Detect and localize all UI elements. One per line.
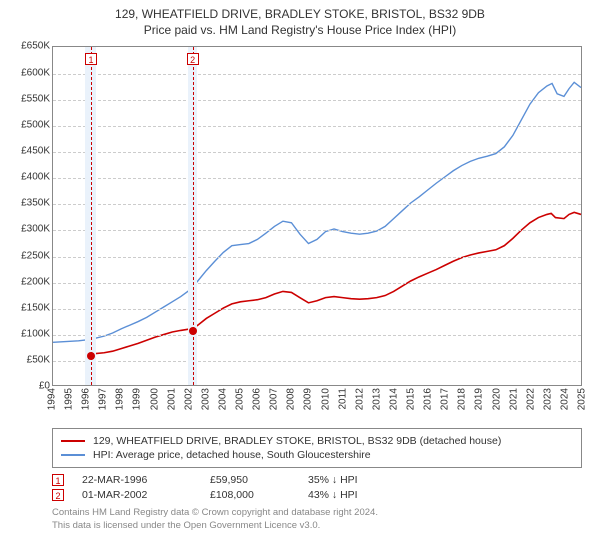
- x-tick-label: 2016: [423, 388, 434, 410]
- x-tick-label: 2020: [491, 388, 502, 410]
- sales-row-date: 22-MAR-1996: [82, 474, 192, 486]
- y-tick-label: £300K: [10, 224, 50, 235]
- title-block: 129, WHEATFIELD DRIVE, BRADLEY STOKE, BR…: [10, 6, 590, 38]
- x-tick-label: 2024: [559, 388, 570, 410]
- legend: 129, WHEATFIELD DRIVE, BRADLEY STOKE, BR…: [52, 428, 582, 468]
- x-tick-label: 2013: [371, 388, 382, 410]
- x-tick-label: 2001: [166, 388, 177, 410]
- x-tick-label: 2017: [440, 388, 451, 410]
- x-tick-label: 1994: [47, 388, 58, 410]
- y-tick-label: £400K: [10, 172, 50, 183]
- x-tick-label: 2022: [525, 388, 536, 410]
- y-tick-label: £450K: [10, 145, 50, 156]
- y-gridline: [53, 257, 581, 258]
- x-tick-label: 1996: [81, 388, 92, 410]
- series-hpi: [53, 83, 581, 343]
- y-gridline: [53, 126, 581, 127]
- x-tick-label: 2011: [337, 388, 348, 410]
- y-gridline: [53, 230, 581, 231]
- x-tick-label: 2021: [508, 388, 519, 410]
- y-gridline: [53, 152, 581, 153]
- footer-line1: Contains HM Land Registry data © Crown c…: [52, 507, 582, 519]
- y-gridline: [53, 178, 581, 179]
- x-tick-label: 2005: [235, 388, 246, 410]
- sales-row-price: £59,950: [210, 474, 290, 486]
- x-tick-label: 2012: [354, 388, 365, 410]
- sales-row: 2 01-MAR-2002 £108,000 43% ↓ HPI: [52, 489, 582, 501]
- legend-swatch: [61, 454, 85, 456]
- sale-dot: [189, 327, 197, 335]
- legend-row: HPI: Average price, detached house, Sout…: [61, 449, 573, 461]
- x-tick-label: 2003: [200, 388, 211, 410]
- chart-area: 12 £0£50K£100K£150K£200K£250K£300K£350K£…: [10, 42, 590, 422]
- sales-table: 1 22-MAR-1996 £59,950 35% ↓ HPI 2 01-MAR-2002…: [52, 474, 582, 501]
- y-gridline: [53, 361, 581, 362]
- legend-row: 129, WHEATFIELD DRIVE, BRADLEY STOKE, BR…: [61, 435, 573, 447]
- title-line2: Price paid vs. HM Land Registry's House …: [10, 22, 590, 38]
- y-tick-label: £550K: [10, 93, 50, 104]
- y-gridline: [53, 100, 581, 101]
- y-gridline: [53, 309, 581, 310]
- y-tick-label: £250K: [10, 250, 50, 261]
- x-tick-label: 2019: [474, 388, 485, 410]
- figure-root: 129, WHEATFIELD DRIVE, BRADLEY STOKE, BR…: [0, 0, 600, 560]
- y-gridline: [53, 204, 581, 205]
- y-tick-label: £650K: [10, 41, 50, 52]
- title-line1: 129, WHEATFIELD DRIVE, BRADLEY STOKE, BR…: [10, 6, 590, 22]
- x-tick-label: 1997: [98, 388, 109, 410]
- y-tick-label: £600K: [10, 67, 50, 78]
- y-gridline: [53, 74, 581, 75]
- x-tick-label: 2000: [149, 388, 160, 410]
- x-tick-label: 1999: [132, 388, 143, 410]
- sale-dot: [87, 352, 95, 360]
- y-tick-label: £200K: [10, 276, 50, 287]
- sale-dashline: [91, 47, 92, 385]
- y-gridline: [53, 335, 581, 336]
- y-tick-label: £0: [10, 381, 50, 392]
- footer: Contains HM Land Registry data © Crown c…: [52, 507, 582, 532]
- legend-swatch: [61, 440, 85, 442]
- sales-row-delta: 35% ↓ HPI: [308, 474, 408, 486]
- x-tick-label: 2008: [286, 388, 297, 410]
- x-tick-label: 2015: [406, 388, 417, 410]
- plot-region: 12: [52, 46, 582, 386]
- sales-row-marker: 1: [52, 474, 64, 486]
- x-tick-label: 2002: [183, 388, 194, 410]
- x-tick-label: 2023: [542, 388, 553, 410]
- sale-marker-box: 1: [85, 53, 97, 65]
- y-tick-label: £100K: [10, 329, 50, 340]
- y-tick-label: £500K: [10, 119, 50, 130]
- x-tick-label: 2025: [577, 388, 588, 410]
- sales-row-price: £108,000: [210, 489, 290, 501]
- x-tick-label: 1995: [64, 388, 75, 410]
- y-tick-label: £150K: [10, 302, 50, 313]
- sales-row: 1 22-MAR-1996 £59,950 35% ↓ HPI: [52, 474, 582, 486]
- x-tick-label: 2007: [269, 388, 280, 410]
- y-tick-label: £50K: [10, 355, 50, 366]
- x-tick-label: 2006: [252, 388, 263, 410]
- sales-row-delta: 43% ↓ HPI: [308, 489, 408, 501]
- x-tick-label: 2004: [217, 388, 228, 410]
- sales-row-marker: 2: [52, 489, 64, 501]
- x-tick-label: 2010: [320, 388, 331, 410]
- legend-label: 129, WHEATFIELD DRIVE, BRADLEY STOKE, BR…: [93, 435, 501, 447]
- y-tick-label: £350K: [10, 198, 50, 209]
- y-gridline: [53, 283, 581, 284]
- sale-marker-box: 2: [187, 53, 199, 65]
- sales-row-date: 01-MAR-2002: [82, 489, 192, 501]
- x-tick-label: 2018: [457, 388, 468, 410]
- x-tick-label: 2009: [303, 388, 314, 410]
- x-tick-label: 1998: [115, 388, 126, 410]
- footer-line2: This data is licensed under the Open Gov…: [52, 520, 582, 532]
- x-tick-label: 2014: [388, 388, 399, 410]
- legend-label: HPI: Average price, detached house, Sout…: [93, 449, 371, 461]
